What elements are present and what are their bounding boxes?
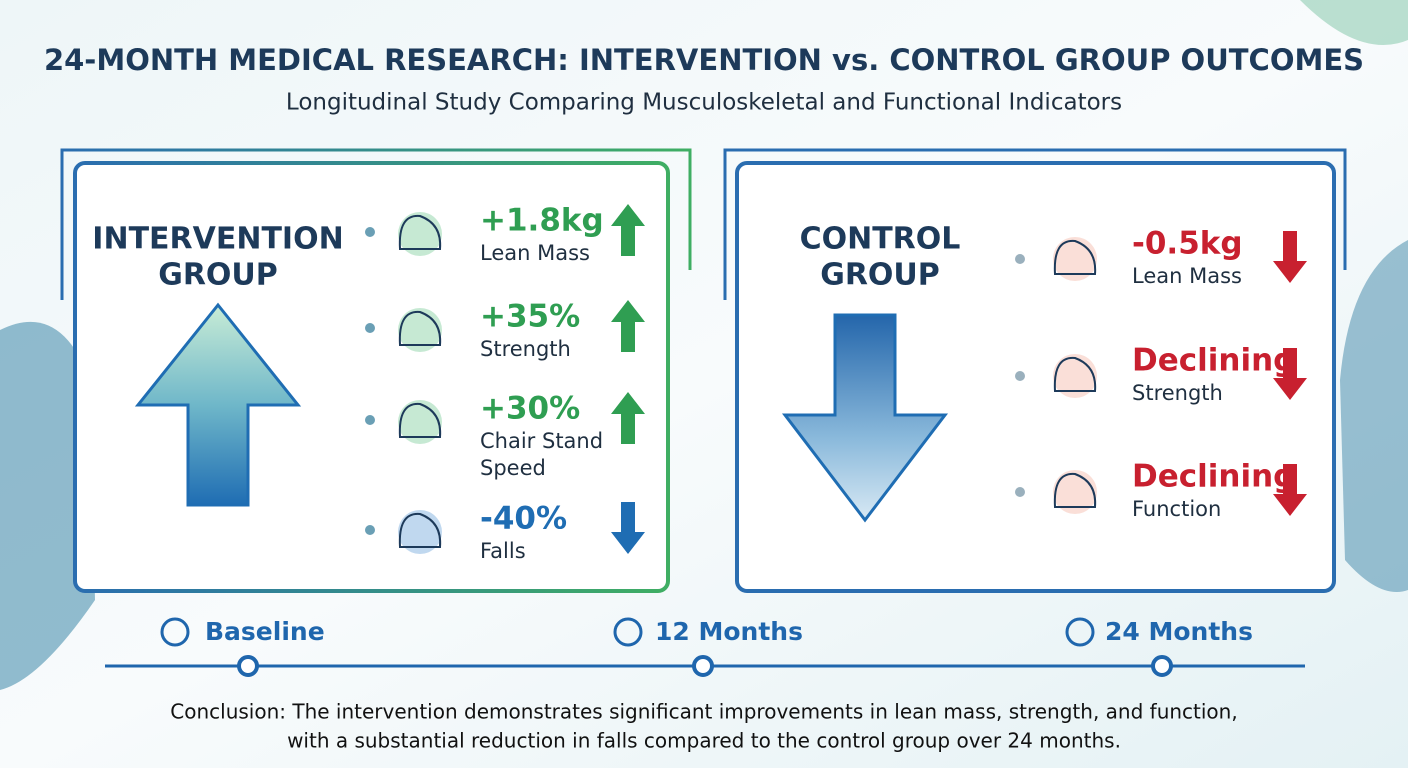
panel-frame <box>60 148 692 300</box>
item-label: Lean Mass <box>480 241 590 265</box>
bullet <box>365 415 375 425</box>
trend-arrow <box>1273 348 1307 400</box>
item-label: Chair Stand <box>480 429 603 453</box>
item-value: -0.5kg <box>1132 226 1243 262</box>
page-subtitle: Longitudinal Study Comparing Musculoskel… <box>286 90 1122 116</box>
timeline-node <box>1151 655 1173 677</box>
icon <box>398 512 442 548</box>
decor-shape <box>1340 240 1408 592</box>
timeline-icon <box>1065 617 1095 647</box>
timeline-node <box>692 655 714 677</box>
item-value: -40% <box>480 501 567 537</box>
item-value: Declining <box>1132 343 1295 379</box>
panel-frame <box>723 148 1347 300</box>
item-label: Function <box>1132 497 1221 521</box>
timeline-label: 24 Months <box>1105 617 1253 646</box>
icon <box>1053 356 1097 392</box>
trend-arrow <box>611 392 645 444</box>
item-label: Speed <box>480 456 546 480</box>
trend-arrow <box>611 300 645 352</box>
bullet <box>1015 371 1025 381</box>
panel-title: INTERVENTION <box>92 222 343 257</box>
big-up-arrow <box>134 302 302 507</box>
icon <box>398 310 442 346</box>
timeline-icon <box>160 617 190 647</box>
item-value: +30% <box>480 391 580 427</box>
bullet <box>1015 487 1025 497</box>
trend-arrow <box>1273 464 1307 516</box>
timeline: Baseline 12 Months 24 Months <box>160 617 1253 677</box>
bullet <box>365 227 375 237</box>
icon <box>1053 472 1097 508</box>
item-label: Falls <box>480 539 526 563</box>
panel-title: GROUP <box>158 258 278 293</box>
trend-arrow <box>611 502 645 554</box>
decor-shape <box>1300 0 1408 45</box>
bullet <box>365 323 375 333</box>
timeline-icon <box>613 617 643 647</box>
icon <box>1053 239 1097 275</box>
panel-title: GROUP <box>820 258 940 293</box>
panel-title: CONTROL <box>800 222 961 257</box>
conclusion: with a substantial reduction in falls co… <box>287 729 1121 753</box>
big-down-arrow <box>781 313 949 523</box>
timeline-label: 12 Months <box>655 617 803 646</box>
icon <box>398 214 442 250</box>
timeline-label: Baseline <box>205 617 325 646</box>
item-value: Declining <box>1132 459 1295 495</box>
page-title: 24-MONTH MEDICAL RESEARCH: INTERVENTION … <box>44 43 1364 77</box>
bullet <box>1015 254 1025 264</box>
trend-arrow <box>611 204 645 256</box>
item-label: Lean Mass <box>1132 264 1242 288</box>
bullet <box>365 525 375 535</box>
item-label: Strength <box>1132 381 1223 405</box>
trend-arrow <box>1273 231 1307 283</box>
timeline-node <box>237 655 259 677</box>
decor-shape <box>0 321 95 690</box>
conclusion: Conclusion: The intervention demonstrate… <box>170 700 1237 724</box>
item-label: Strength <box>480 337 571 361</box>
icon <box>398 402 442 438</box>
item-value: +35% <box>480 299 580 335</box>
item-value: +1.8kg <box>480 203 604 239</box>
